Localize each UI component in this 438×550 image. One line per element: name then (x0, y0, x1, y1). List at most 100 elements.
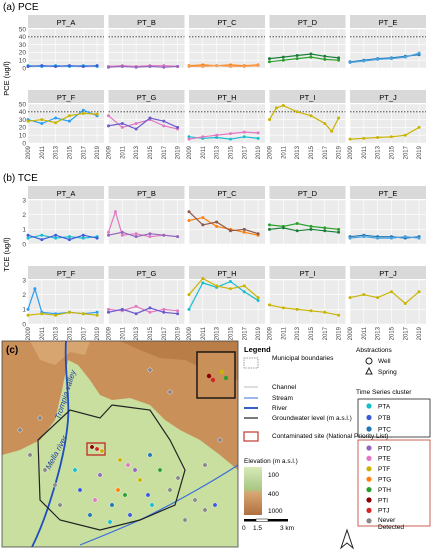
data-point (417, 236, 421, 240)
data-point (362, 293, 366, 297)
series-line (349, 236, 420, 239)
data-point (309, 309, 313, 313)
x-tick-label: 2015 (67, 145, 73, 159)
y-tick-label: 3 (22, 197, 26, 204)
north-arrow-icon (339, 528, 355, 550)
data-point (26, 64, 30, 68)
panel-pt-g: PT_G 2009 2011 2013 2015 2017 2019 (107, 90, 185, 159)
x-tick-label: 2009 (348, 326, 354, 340)
data-point (67, 119, 71, 123)
data-point (107, 65, 110, 69)
well-marker (167, 487, 173, 493)
well-marker (89, 444, 95, 450)
well-marker (157, 467, 163, 473)
spring-icon (365, 366, 373, 375)
data-point (107, 124, 110, 128)
panel-strip (28, 186, 104, 199)
data-point (268, 223, 271, 227)
well-marker (117, 457, 123, 463)
data-point (187, 64, 191, 68)
data-point (162, 124, 166, 128)
data-point (228, 229, 232, 233)
y-tick-label: 0 (22, 321, 26, 328)
data-point (67, 114, 71, 118)
x-tick-label: 2019 (95, 145, 101, 159)
data-point (242, 135, 246, 139)
cluster-swatch (366, 426, 372, 432)
data-point (107, 230, 110, 234)
data-point (107, 310, 110, 314)
elevation-title: Elevation (m a.s.l.) (244, 458, 298, 465)
series-line (188, 216, 259, 236)
panel-area (269, 200, 346, 244)
data-point (187, 307, 191, 311)
well-marker (77, 487, 83, 493)
data-point (256, 232, 260, 236)
x-tick-label: 2011 (281, 145, 287, 159)
y-tick-label: 50 (19, 101, 27, 108)
series-line (108, 231, 178, 238)
x-tick-label: 2011 (40, 326, 46, 340)
well-marker (94, 446, 100, 452)
panel-title: PT_C (217, 18, 237, 27)
cluster-label: Never Detected (378, 517, 404, 531)
x-tick-label: 2015 (228, 326, 234, 340)
data-point (295, 110, 299, 114)
series-line (349, 291, 420, 305)
svg-text:100: 100 (268, 472, 279, 479)
data-point (201, 216, 205, 220)
data-point (242, 130, 246, 134)
data-point (162, 307, 166, 311)
data-point (95, 310, 99, 314)
series-line (269, 222, 339, 230)
panel-strip (269, 90, 346, 103)
data-point (67, 310, 71, 314)
well-marker (182, 517, 188, 523)
data-point (107, 114, 110, 118)
x-tick-label: 2009 (268, 145, 274, 159)
data-point (95, 64, 99, 68)
x-tick-label: 2015 (309, 326, 315, 340)
map-panel: (c) Trompia valley Mella river (1, 340, 239, 548)
panel-strip (189, 266, 265, 279)
data-point (215, 133, 219, 137)
x-tick-label: 2011 (201, 326, 207, 340)
well-marker (42, 467, 48, 473)
panel-title: PT_F (57, 269, 76, 278)
cluster-label: PTF (378, 466, 390, 473)
series-line (108, 65, 178, 68)
data-point (281, 306, 285, 310)
series-line (108, 115, 178, 130)
data-point (295, 221, 299, 225)
data-point (176, 312, 180, 316)
data-point (120, 307, 124, 311)
data-point (81, 64, 85, 68)
panel-area (108, 200, 185, 244)
well-marker (125, 462, 131, 468)
panel-strip (350, 90, 426, 103)
data-point (309, 224, 313, 228)
x-tick-label: 2011 (362, 145, 368, 159)
data-point (54, 233, 58, 237)
x-tick-label: 2015 (228, 145, 234, 159)
svg-text:400: 400 (268, 491, 279, 498)
panel-title: PT_G (137, 269, 157, 278)
data-point (337, 116, 341, 120)
svg-text:Spring: Spring (378, 369, 397, 376)
panel-title: PT_F (57, 93, 76, 102)
data-point (242, 284, 246, 288)
x-tick-label: 2019 (417, 145, 423, 159)
data-point (228, 279, 232, 283)
x-tick-label: 2009 (26, 145, 32, 159)
elevation-ramp (244, 467, 262, 515)
data-point (148, 235, 152, 239)
panel-pt-g: PT_G 2009 2011 2013 2015 2017 2019 (107, 266, 185, 340)
data-point (54, 236, 58, 240)
panel-area (28, 29, 104, 68)
panel-pt-h: PT_H 2009 2011 2013 2015 2017 2019 (187, 266, 265, 340)
x-tick-label: 2019 (176, 145, 182, 159)
data-point (148, 64, 152, 68)
data-point (403, 55, 407, 59)
data-point (215, 220, 219, 224)
data-point (134, 232, 138, 236)
